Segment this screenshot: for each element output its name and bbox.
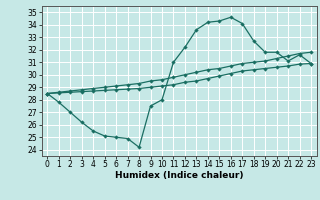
- X-axis label: Humidex (Indice chaleur): Humidex (Indice chaleur): [115, 171, 244, 180]
